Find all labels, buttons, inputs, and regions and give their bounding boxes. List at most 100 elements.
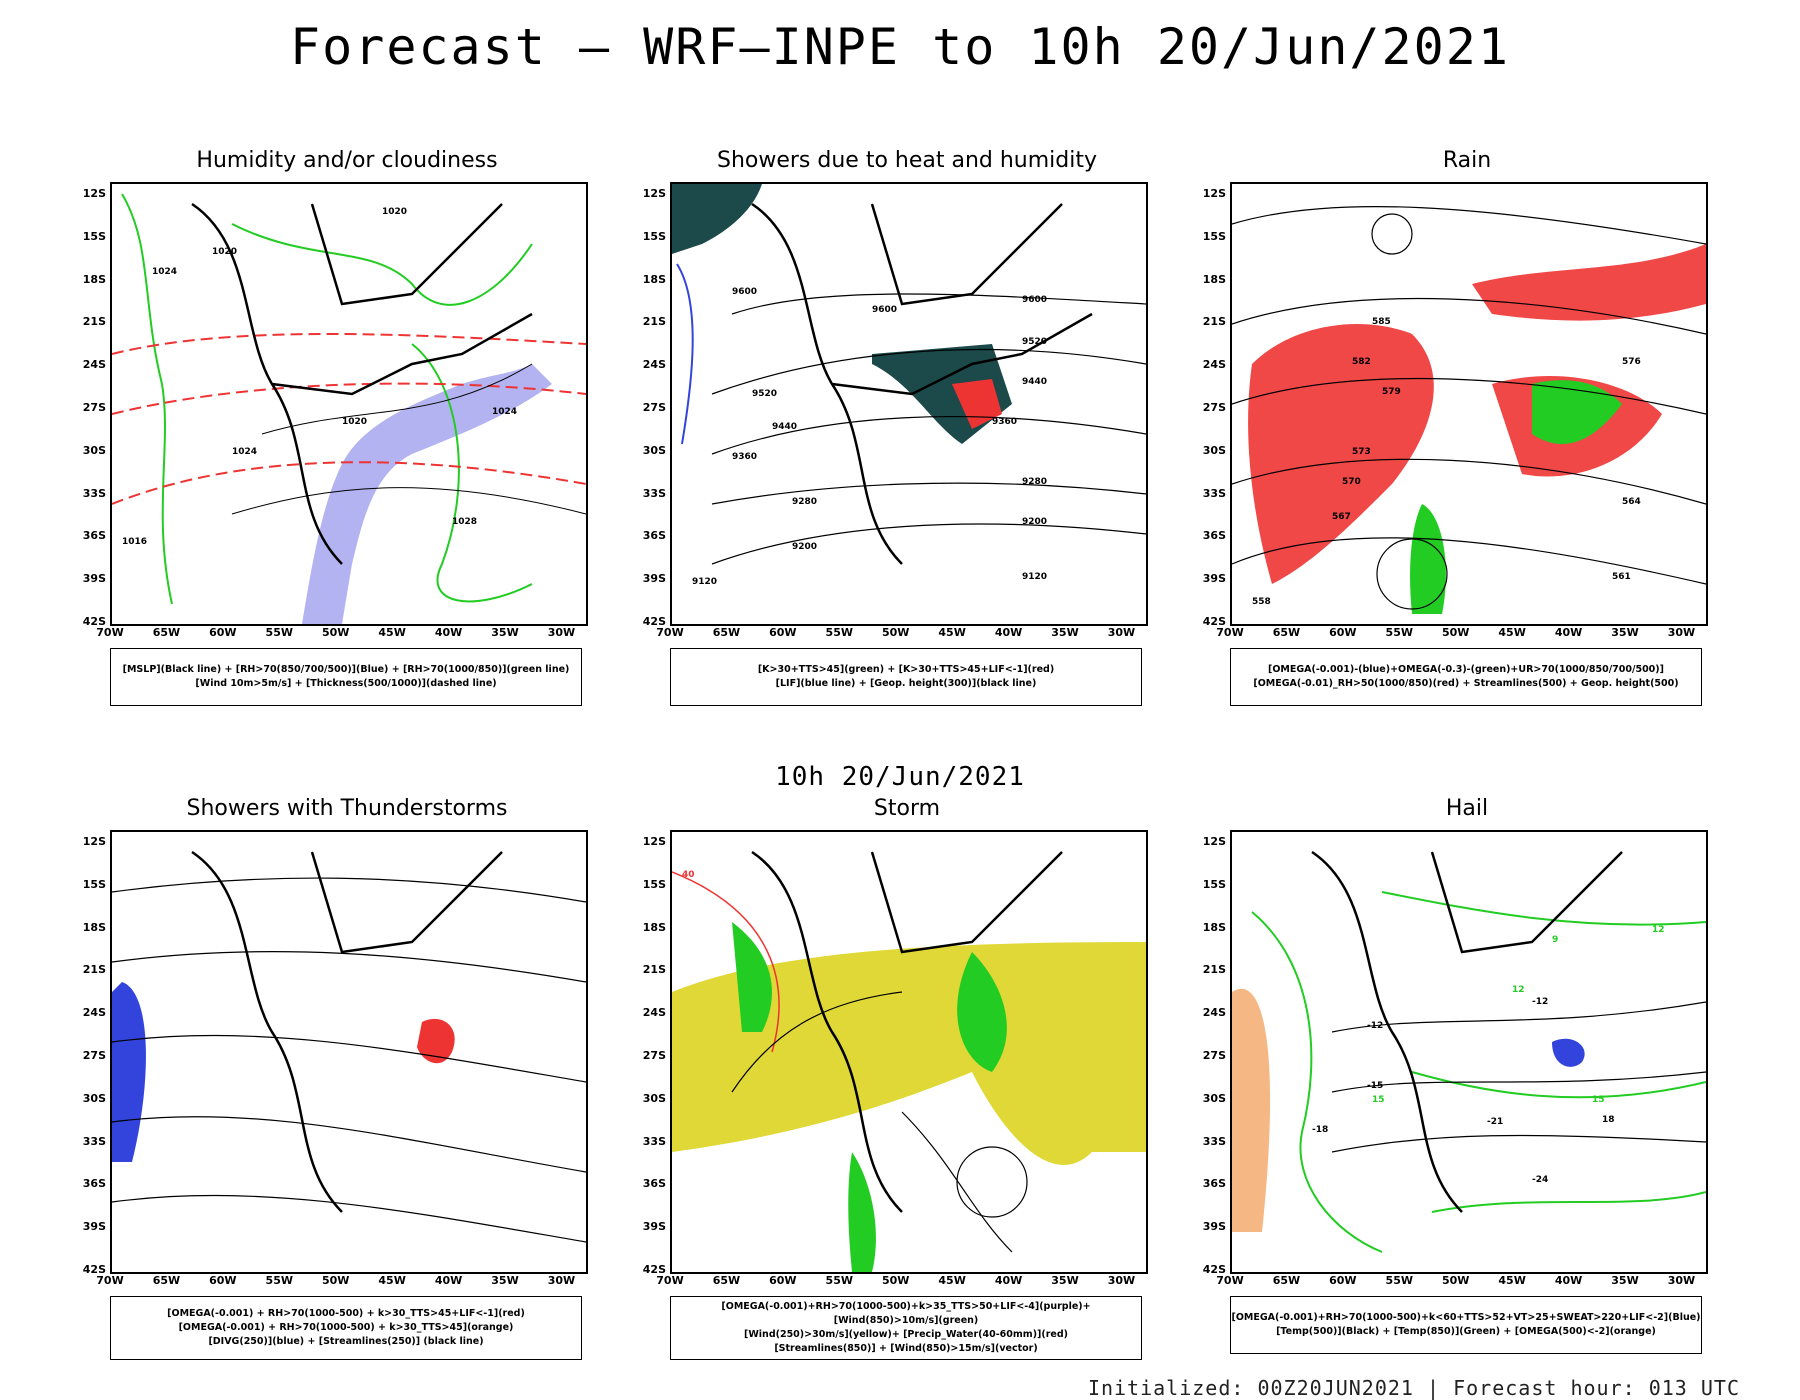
lat-tick-label: 24S xyxy=(642,1006,666,1020)
geop-line xyxy=(711,348,1146,395)
legend-line: [OMEGA(-0.001)+RH>70(1000-500)+k<60+TTS>… xyxy=(1231,1312,1701,1323)
border-line xyxy=(310,203,503,306)
lon-tick-label: 55W xyxy=(1385,626,1413,639)
streamline xyxy=(1232,297,1706,335)
wind250-shading xyxy=(672,942,1146,1165)
temp850-line xyxy=(1411,1071,1706,1099)
panel-legend: [OMEGA(-0.001)+RH>70(1000-500)+k<60+TTS>… xyxy=(1230,1296,1702,1354)
lat-tick-label: 18S xyxy=(642,272,666,286)
contour-label: 15 xyxy=(1592,1095,1605,1105)
contour-label: 1020 xyxy=(382,207,407,217)
lon-tick-label: 70W xyxy=(1216,626,1244,639)
footer-info: Initialized: 00Z20JUN2021 | Forecast hou… xyxy=(1087,1376,1740,1400)
panel-hail: Hail -12 -12 -15 -18 -21 -24 12 9 12 15 … xyxy=(1190,796,1760,1356)
border-line xyxy=(751,850,903,1213)
legend-line: [Temp(500)](Black) + [Temp(850)](Green) … xyxy=(1276,1326,1656,1337)
lat-tick-label: 21S xyxy=(82,963,106,977)
temp500-line xyxy=(1331,1134,1706,1153)
border-line xyxy=(271,312,533,396)
lat-tick-label: 39S xyxy=(82,572,106,586)
lat-tick-label: 27S xyxy=(82,401,106,414)
forecast-subtitle: 10h 20/Jun/2021 xyxy=(775,762,1025,792)
map-hail[interactable]: -12 -12 -15 -18 -21 -24 12 9 12 15 15 18 xyxy=(1230,830,1708,1274)
border-line xyxy=(751,202,903,565)
green-contour xyxy=(231,223,533,306)
map-rain[interactable]: 585 582 579 576 573 570 567 564 561 558 xyxy=(1230,182,1708,626)
divg-shading xyxy=(112,982,146,1162)
panel-legend: [OMEGA(-0.001)-(blue)+OMEGA(-0.3)-(green… xyxy=(1230,648,1702,706)
lat-tick-label: 18S xyxy=(82,920,106,934)
hail-map-svg: -12 -12 -15 -18 -21 -24 12 9 12 15 15 18 xyxy=(1232,850,1706,1253)
panel-rain: Rain 585 582 579 576 573 570 567 564 561… xyxy=(1190,148,1760,708)
storm-red xyxy=(417,1018,455,1064)
lon-tick-label: 50W xyxy=(881,1274,910,1287)
contour-label: 1024 xyxy=(492,407,517,417)
contour-label: -24 xyxy=(1532,1175,1548,1185)
contour-label: 1016 xyxy=(122,537,147,547)
panel-legend: [OMEGA(-0.001) + RH>70(1000-500) + k>30_… xyxy=(110,1296,582,1360)
lon-tick-label: 55W xyxy=(265,1274,293,1287)
temp500-line xyxy=(1331,1071,1706,1093)
contour-label: 40 xyxy=(682,870,695,880)
lon-tick-label: 40W xyxy=(434,626,463,639)
lat-tick-label: 15S xyxy=(642,877,666,891)
lon-tick-label: 65W xyxy=(712,626,741,639)
lon-tick-label: 65W xyxy=(1272,1274,1301,1287)
lon-tick-label: 45W xyxy=(1498,626,1526,639)
lat-tick-label: 39S xyxy=(82,1220,106,1234)
map-showers-heat[interactable]: 9600 9600 9600 9520 9520 9440 9440 9360 … xyxy=(670,182,1148,626)
lat-tick-label: 36S xyxy=(642,529,666,543)
lon-tick-label: 45W xyxy=(1498,1274,1526,1287)
lon-tick-label: 45W xyxy=(938,626,966,639)
lon-tick-label: 40W xyxy=(434,1274,463,1287)
panel-thunderstorms: Showers with Thunderstorms [OMEGA(-0.001… xyxy=(70,796,640,1360)
legend-line: [OMEGA(-0.001) + RH>70(1000-500) + k>30_… xyxy=(178,1322,514,1333)
rh-shading xyxy=(302,364,552,624)
geop-line xyxy=(711,482,1146,505)
rain-map-svg: 585 582 579 576 573 570 567 564 561 558 xyxy=(1232,205,1706,614)
lon-tick-label: 40W xyxy=(994,626,1023,639)
contour-label: 570 xyxy=(1342,477,1361,487)
lat-tick-label: 24S xyxy=(1202,358,1226,372)
legend-line: [DIVG(250)](blue) + [Streamlines(250)] (… xyxy=(208,1336,484,1347)
lat-tick-label: 33S xyxy=(642,1134,666,1148)
lat-tick-label: 33S xyxy=(1202,486,1226,500)
lon-tick-label: 30W xyxy=(1107,626,1136,639)
map-humidity[interactable]: 1020 1020 1024 1024 1024 1028 1020 1016 xyxy=(110,182,588,626)
lat-tick-label: 12S xyxy=(642,835,666,848)
map-thunderstorms[interactable] xyxy=(110,830,588,1274)
vortex xyxy=(956,1146,1028,1218)
lon-tick-label: 35W xyxy=(491,626,519,639)
contour-label: 9280 xyxy=(1022,477,1047,487)
lat-tick-label: 12S xyxy=(1202,187,1226,200)
lat-tick-label: 18S xyxy=(1202,920,1226,934)
contour-label: 1020 xyxy=(212,247,237,257)
lon-tick-label: 50W xyxy=(1441,1274,1470,1287)
vortex xyxy=(1371,213,1413,255)
streamline xyxy=(1232,205,1706,245)
border-line xyxy=(191,850,343,1213)
rain-shading xyxy=(1472,244,1706,321)
green-contour xyxy=(121,193,173,605)
lat-tick-label: 15S xyxy=(1202,229,1226,243)
lat-tick-label: 24S xyxy=(82,1006,106,1020)
border-line xyxy=(870,203,1063,306)
contour-label: 9520 xyxy=(1022,337,1047,347)
lon-tick-label: 45W xyxy=(378,626,406,639)
map-storm[interactable]: 40 xyxy=(670,830,1148,1274)
lat-tick-label: 12S xyxy=(82,835,106,848)
contour-label: 564 xyxy=(1622,497,1641,507)
lon-tick-label: 70W xyxy=(96,626,124,639)
panel-title: Showers with Thunderstorms xyxy=(186,796,508,821)
contour-label: -15 xyxy=(1367,1081,1383,1091)
contour-label: 582 xyxy=(1352,357,1371,367)
green-contour xyxy=(411,343,533,603)
contour-label: 1028 xyxy=(452,517,477,527)
streamline xyxy=(731,991,903,1093)
streamline xyxy=(1232,458,1706,505)
streamline xyxy=(1232,537,1706,585)
thickness-line xyxy=(112,333,586,355)
lat-tick-label: 24S xyxy=(1202,1006,1226,1020)
hail-blue xyxy=(1552,1038,1585,1067)
lat-tick-label: 42S xyxy=(642,615,666,628)
